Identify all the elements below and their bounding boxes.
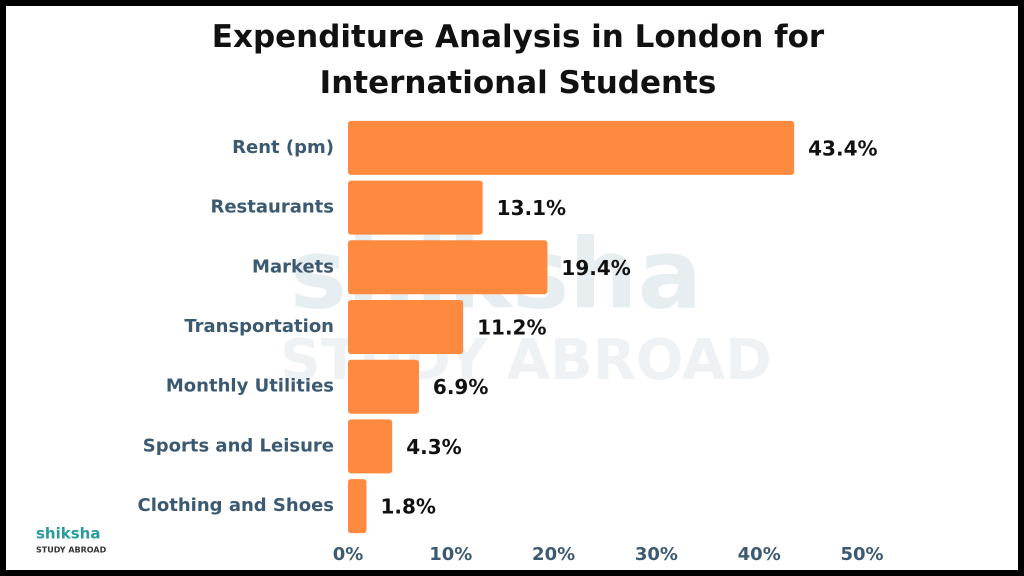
x-tick-label: 20% bbox=[532, 544, 575, 565]
y-tick-label: Transportation bbox=[184, 316, 334, 337]
value-label: 4.3% bbox=[406, 435, 461, 459]
y-tick-label: Monthly Utilities bbox=[166, 376, 334, 397]
y-tick-label: Sports and Leisure bbox=[143, 435, 334, 456]
bar bbox=[348, 240, 548, 295]
value-label: 19.4% bbox=[561, 256, 630, 280]
bar bbox=[348, 120, 795, 175]
value-label: 13.1% bbox=[497, 196, 566, 220]
chart-title: Expenditure Analysis in London for Inter… bbox=[211, 19, 825, 101]
bar bbox=[348, 419, 393, 474]
y-tick-label: Clothing and Shoes bbox=[138, 495, 334, 516]
x-tick-label: 30% bbox=[635, 544, 678, 565]
logo-brand: shiksha bbox=[36, 525, 100, 543]
bar bbox=[348, 359, 419, 414]
value-label: 43.4% bbox=[808, 136, 877, 160]
chart: shiksha STUDY ABROAD shiksha STUDY ABROA… bbox=[36, 120, 884, 565]
bar bbox=[348, 180, 483, 235]
bar bbox=[348, 300, 464, 354]
bar bbox=[348, 479, 367, 534]
x-tick-label: 50% bbox=[840, 544, 883, 565]
x-tick-label: 40% bbox=[738, 544, 781, 565]
value-label: 6.9% bbox=[433, 375, 488, 399]
value-label: 1.8% bbox=[381, 495, 436, 519]
y-tick-label: Markets bbox=[252, 256, 334, 277]
value-label: 11.2% bbox=[477, 316, 546, 340]
x-tick-label: 0% bbox=[333, 544, 364, 565]
y-tick-label: Rent (pm) bbox=[232, 137, 334, 158]
y-tick-label: Restaurants bbox=[210, 197, 334, 218]
logo-tagline: STUDY ABROAD bbox=[36, 546, 107, 555]
x-tick-label: 10% bbox=[429, 544, 472, 565]
